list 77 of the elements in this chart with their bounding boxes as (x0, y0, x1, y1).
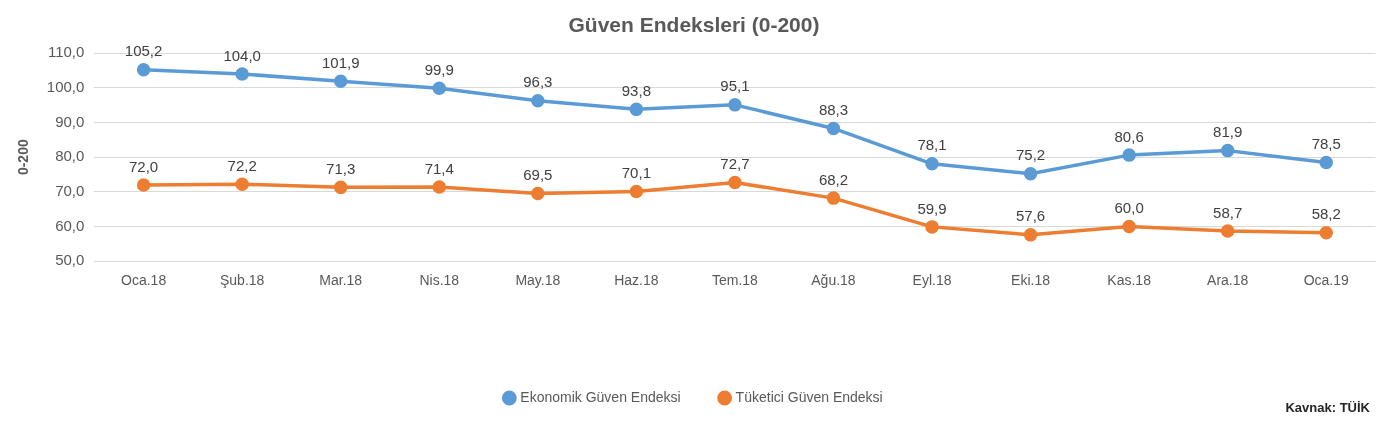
x-tick-label: Haz.18 (614, 272, 659, 289)
point (235, 177, 249, 191)
x-tick-label: Nis.18 (419, 272, 460, 289)
point (136, 178, 151, 192)
point (1319, 155, 1333, 170)
data-label: 78,5 (1311, 135, 1341, 153)
point (1122, 148, 1136, 162)
y-tick-label: 110,0 (47, 43, 85, 61)
data-label: 69,5 (523, 166, 553, 184)
y-tick-label: 70,0 (55, 182, 85, 200)
x-tick-label: May.18 (515, 272, 561, 289)
x-tick-label: Tem.18 (711, 272, 759, 289)
data-label: 81,9 (1213, 123, 1243, 141)
data-label: 60,0 (1114, 199, 1144, 217)
point (531, 186, 545, 201)
x-tick-label: Oca.19 (1303, 272, 1350, 289)
point (333, 180, 348, 195)
y-tick-label: 50,0 (55, 251, 85, 269)
x-tick-label: Şub.18 (219, 272, 265, 289)
point (432, 81, 447, 95)
point (629, 184, 644, 199)
point (925, 220, 939, 234)
chart-title: Güven Endeksleri (0-200) (568, 13, 820, 37)
y-tick-label: 90,0 (55, 112, 85, 130)
data-label: 70,1 (621, 164, 651, 182)
point (1023, 167, 1038, 181)
point (1220, 143, 1235, 158)
point (1122, 219, 1136, 234)
point (1319, 226, 1333, 240)
data-label: 71,3 (326, 160, 356, 177)
data-label: 96,3 (523, 73, 553, 91)
point (136, 63, 151, 77)
data-label: 72,7 (720, 155, 750, 173)
data-label: 104,0 (223, 46, 261, 64)
point (826, 191, 841, 205)
x-tick-label: Kas.18 (1107, 272, 1152, 289)
data-label: 99,9 (424, 60, 454, 78)
x-tick-label: Oca.18 (121, 272, 167, 289)
data-label: 58,2 (1311, 205, 1341, 223)
data-label: 75,2 (1015, 146, 1046, 164)
point (1023, 228, 1038, 242)
point (235, 67, 249, 81)
data-label: 78,1 (917, 136, 947, 154)
data-label: 95,1 (720, 77, 750, 95)
x-tick-label: Ara.18 (1207, 272, 1249, 289)
y-tick-label: 60,0 (55, 216, 85, 234)
point (333, 74, 348, 89)
text: Kavnak: TÜİK (1285, 400, 1371, 416)
data-label: 57,6 (1015, 207, 1046, 225)
point (432, 180, 447, 194)
data-label: 88,3 (818, 101, 849, 119)
x-tick-label: Mar.18 (319, 272, 363, 289)
data-label: 59,9 (917, 199, 947, 217)
legend-label: Tüketici Güven Endeksi (735, 388, 883, 405)
data-label: 72,2 (227, 156, 257, 174)
data-label: 71,4 (424, 159, 454, 177)
data-label: 93,8 (621, 82, 651, 99)
y-tick-label: 100,0 (46, 78, 85, 96)
data-label: 72,0 (129, 157, 159, 175)
legend-label: Ekonomik Güven Endeksi (520, 388, 681, 405)
data-label: 58,7 (1213, 203, 1243, 221)
x-tick-label: Ağu.18 (811, 272, 856, 289)
x-tick-label: Eki.18 (1011, 272, 1051, 289)
data-label: 105,2 (124, 42, 163, 60)
point (1220, 224, 1235, 238)
y-axis-title: 0-200 (15, 139, 32, 176)
point (925, 157, 939, 171)
x-tick-label: Eyl.18 (912, 272, 952, 289)
point (728, 98, 742, 112)
data-label: 80,6 (1114, 127, 1144, 145)
point (531, 93, 545, 108)
y-tick-label: 80,0 (55, 147, 85, 165)
data-label: 68,2 (818, 170, 849, 188)
point (629, 102, 644, 117)
point (826, 121, 841, 136)
point (728, 175, 742, 190)
data-label: 101,9 (321, 53, 360, 71)
